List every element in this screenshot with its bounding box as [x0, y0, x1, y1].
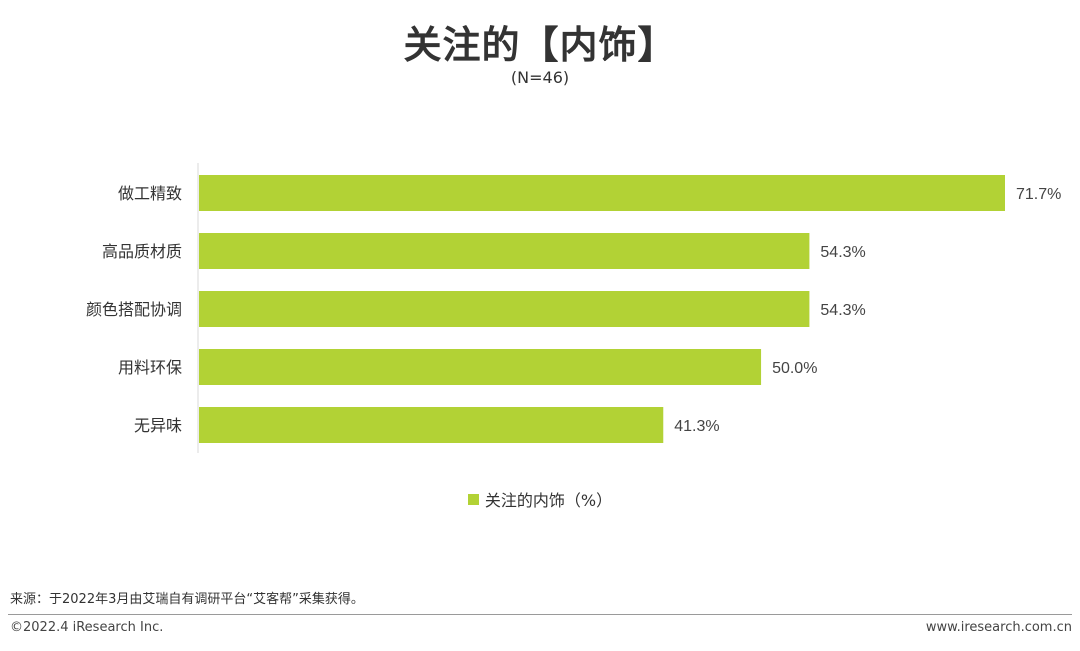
chart-subtitle: (N=46): [510, 68, 570, 87]
chart-title: 关注的【内饰】: [403, 23, 677, 67]
category-label: 用料环保: [118, 358, 182, 377]
bar: [199, 233, 810, 269]
category-label: 高品质材质: [102, 242, 182, 261]
value-label: 54.3%: [820, 302, 865, 319]
footer-divider: [8, 614, 1072, 615]
value-label: 50.0%: [772, 360, 817, 377]
bar: [199, 407, 664, 443]
bar-chart: 做工精致 71.7% 高品质材质 54.3% 颜色搭配协调 54.3% 用料环保 50.0% 无…: [86, 163, 1061, 453]
bar: [199, 349, 762, 385]
value-label: 41.3%: [674, 418, 719, 435]
copyright-text: ©2022.4 iResearch Inc.: [10, 620, 164, 635]
category-label: 做工精致: [118, 184, 182, 203]
legend-swatch: [467, 493, 479, 505]
legend: 关注的内饰（%）: [0, 487, 1080, 511]
legend-label: 关注的内饰（%）: [484, 491, 613, 510]
category-label: 颜色搭配协调: [86, 300, 182, 319]
bar: [199, 175, 1005, 211]
bars-group: 做工精致 71.7% 高品质材质 54.3% 颜色搭配协调 54.3% 用料环保 50.0% 无…: [86, 175, 1061, 443]
source-note: 来源：于2022年3月由艾瑞自有调研平台“艾客帮”采集获得。: [10, 592, 364, 607]
bar: [199, 291, 810, 327]
category-label: 无异味: [134, 416, 182, 435]
value-label: 71.7%: [1016, 186, 1061, 203]
value-label: 54.3%: [820, 244, 865, 261]
website-link[interactable]: www.iresearch.com.cn: [925, 620, 1072, 635]
